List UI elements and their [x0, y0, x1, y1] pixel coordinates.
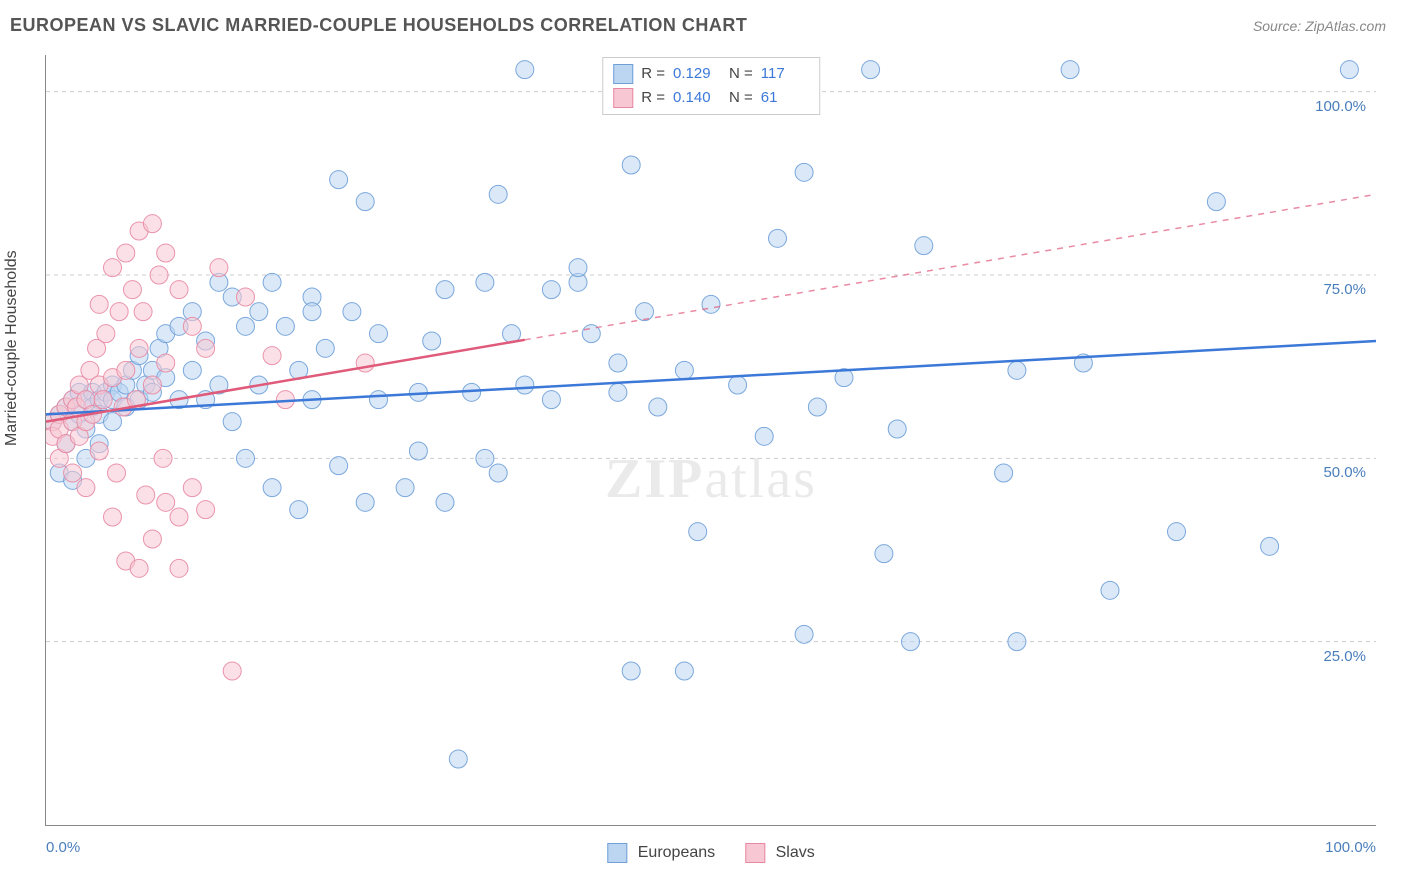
chart-container: EUROPEAN VS SLAVIC MARRIED-COUPLE HOUSEH…: [0, 0, 1406, 892]
n-label: N =: [729, 62, 753, 86]
legend-item-europeans: Europeans: [607, 843, 715, 863]
chart-title: EUROPEAN VS SLAVIC MARRIED-COUPLE HOUSEH…: [10, 15, 747, 36]
n-label: N =: [729, 86, 753, 110]
legend-swatch-europeans: [613, 64, 633, 84]
legend-label-europeans: Europeans: [638, 844, 715, 861]
legend-row-europeans: R = 0.129 N = 117: [613, 62, 809, 86]
legend-label-slavs: Slavs: [776, 844, 815, 861]
legend-correlation: R = 0.129 N = 117 R = 0.140 N = 61: [602, 57, 820, 115]
r-label: R =: [641, 86, 665, 110]
source-label: Source: ZipAtlas.com: [1253, 18, 1386, 34]
y-axis-title: Married-couple Households: [3, 250, 21, 446]
n-value-europeans: 117: [761, 62, 809, 86]
y-tick-label: 25.0%: [1323, 648, 1366, 665]
r-value-slavs: 0.140: [673, 86, 721, 110]
legend-swatch-slavs: [613, 88, 633, 108]
plot-area: ZIPatlas R = 0.129 N = 117 R = 0.140 N =…: [45, 55, 1376, 826]
legend-series: Europeans Slavs: [607, 843, 814, 863]
legend-swatch-europeans-b: [607, 843, 627, 863]
legend-item-slavs: Slavs: [745, 843, 815, 863]
r-label: R =: [641, 62, 665, 86]
x-min-label: 0.0%: [46, 839, 80, 856]
scatter-svg: [46, 55, 1376, 825]
n-value-slavs: 61: [761, 86, 809, 110]
legend-swatch-slavs-b: [745, 843, 765, 863]
r-value-europeans: 0.129: [673, 62, 721, 86]
legend-row-slavs: R = 0.140 N = 61: [613, 86, 809, 110]
y-tick-label: 75.0%: [1323, 281, 1366, 298]
x-max-label: 100.0%: [1325, 839, 1376, 856]
y-tick-label: 100.0%: [1315, 98, 1366, 115]
y-tick-label: 50.0%: [1323, 464, 1366, 481]
